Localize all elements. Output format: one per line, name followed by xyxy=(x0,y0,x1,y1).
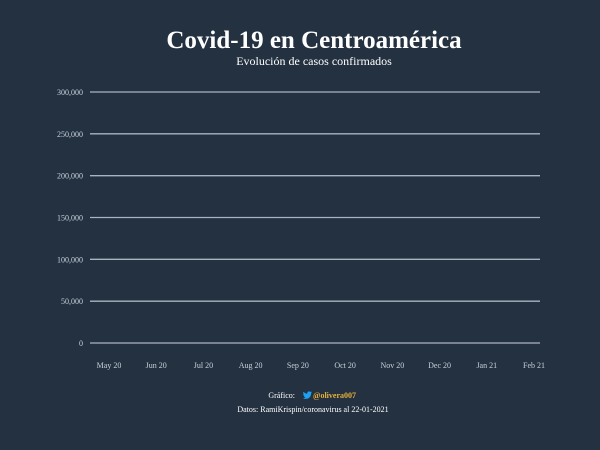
caption: Gráfico: @olivera007 Datos: RamiKrispin/… xyxy=(237,391,388,414)
caption-grafico-label: Gráfico: xyxy=(268,391,295,400)
y-tick-label: 150,000 xyxy=(57,214,83,223)
chart-title: Covid-19 en Centroamérica xyxy=(166,27,462,54)
x-tick-label: Feb 21 xyxy=(523,361,545,370)
x-axis-ticks: May 20 Jun 20 Jul 20 Aug 20 Sep 20 Oct 20 Nov … xyxy=(97,361,545,370)
x-tick-label: Nov 20 xyxy=(380,361,404,370)
twitter-bird-icon xyxy=(303,391,312,399)
x-tick-label: Sep 20 xyxy=(287,361,309,370)
y-tick-label: 250,000 xyxy=(57,130,83,139)
x-tick-label: Jun 20 xyxy=(146,361,167,370)
y-tick-label: 200,000 xyxy=(57,172,83,181)
x-tick-label: Aug 20 xyxy=(239,361,263,370)
gridlines xyxy=(90,91,540,344)
x-tick-label: May 20 xyxy=(97,361,122,370)
y-tick-label: 50,000 xyxy=(61,297,83,306)
y-tick-label: 300,000 xyxy=(57,88,83,97)
x-tick-label: Jul 20 xyxy=(194,361,213,370)
x-tick-label: Dec 20 xyxy=(428,361,451,370)
chart-subtitle: Evolución de casos confirmados xyxy=(236,54,392,68)
y-tick-label: 100,000 xyxy=(57,255,83,264)
x-tick-label: Oct 20 xyxy=(334,361,356,370)
y-tick-label: 0 xyxy=(79,339,83,348)
caption-datos: Datos: RamiKrispin/coronavirus al 22-01-… xyxy=(237,405,388,414)
x-tick-label: Jan 21 xyxy=(476,361,497,370)
y-axis-ticks: 0 50,000 100,000 150,000 200,000 250,000 300,0… xyxy=(57,88,83,348)
caption-handle[interactable]: @olivera007 xyxy=(313,391,356,400)
